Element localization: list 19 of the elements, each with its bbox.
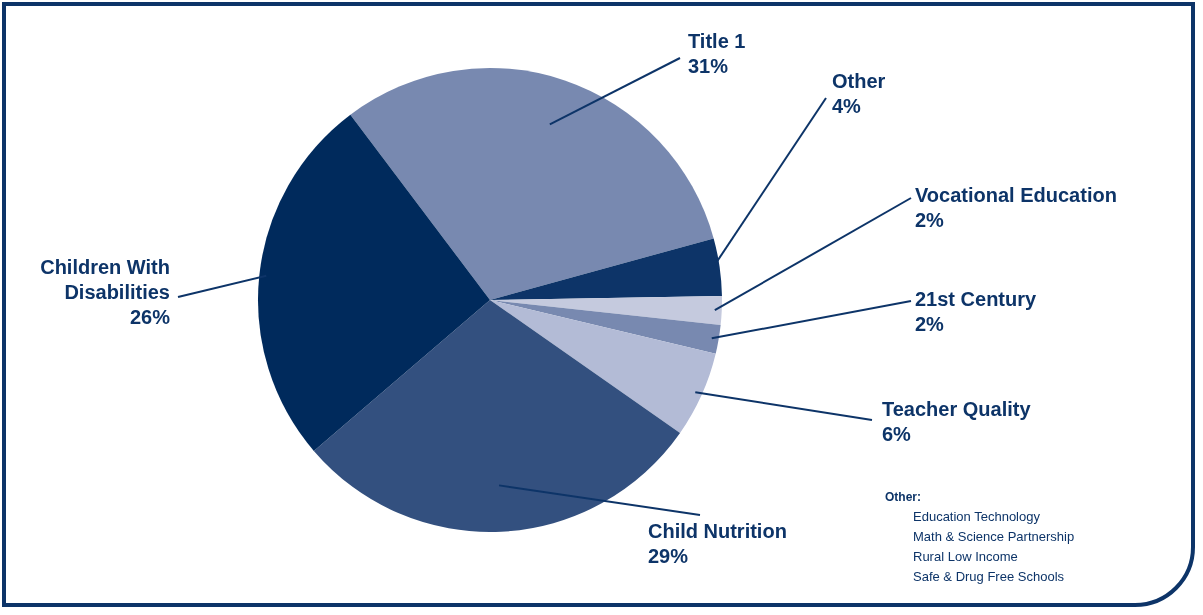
data-label: 29% (648, 544, 689, 567)
data-label: 31% (688, 54, 729, 77)
slice-label: Other (832, 69, 886, 92)
data-label: 4% (832, 94, 862, 117)
slice-label: Children With Disabilities (40, 255, 170, 303)
data-label: 2% (915, 312, 945, 335)
text: Rural Low Income (912, 548, 1019, 566)
text: Other: (885, 489, 922, 506)
text: Safe & Drug Free Schools (912, 568, 1066, 586)
data-label: 6% (882, 422, 912, 445)
data-label: 26% (129, 305, 171, 328)
text: Math & Science Partnership (912, 528, 1075, 546)
slice-label: Title 1 (688, 29, 746, 52)
data-label: 2% (915, 208, 945, 231)
slice-label: Vocational Education (915, 183, 1117, 206)
slice-label: Teacher Quality (882, 397, 1032, 420)
slice-label: 21st Century (915, 287, 1038, 310)
slice-label: Child Nutrition (648, 519, 787, 542)
text: Education Technology (912, 508, 1041, 526)
